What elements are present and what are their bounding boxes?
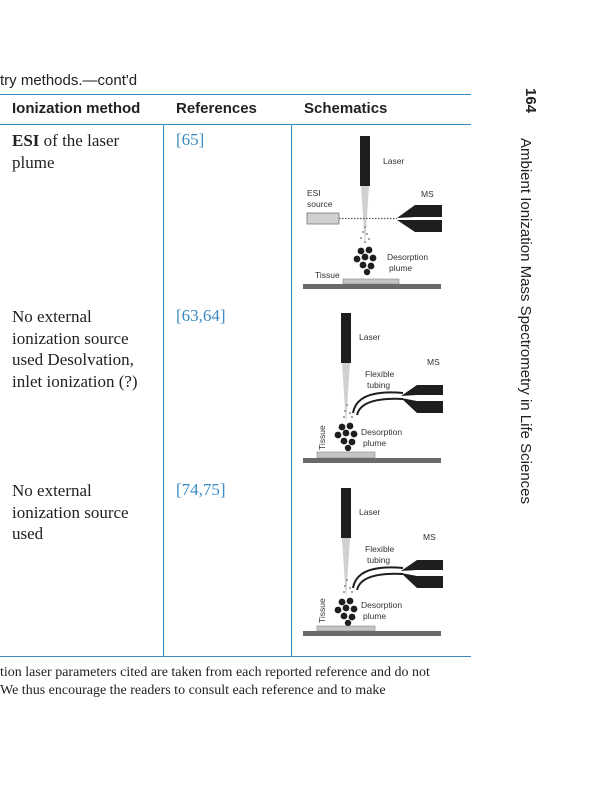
plume-droplets [334,422,358,452]
tubing-label-line2: tubing [367,380,390,390]
laser-head [341,488,351,538]
tubing-label-line1: Flexible [365,544,395,554]
sample-stage [303,284,441,289]
plume-particles [360,226,370,243]
ms-inlet-lower [397,220,442,232]
row3-reference-link[interactable]: [74,75] [176,480,226,499]
tissue-label: Tissue [317,598,327,623]
row2-reference-link[interactable]: [63,64] [176,306,226,325]
row3-method-line: No external [12,481,92,500]
tissue-label: Tissue [317,425,327,450]
desorption-label-line1: Desorption [361,600,402,610]
plume-particles [343,404,353,418]
ms-label: MS [421,189,434,199]
laser-beam [342,363,350,425]
flexible-tubing-inner [356,397,404,416]
ms-inlet-upper [397,205,442,218]
tissue-label: Tissue [315,270,340,280]
desorption-label-line2: plume [389,263,412,273]
esi-label-line2: source [307,199,333,209]
ms-label: MS [423,532,436,542]
laser-label: Laser [383,156,404,166]
header-ionization-method: Ionization method [12,100,141,117]
desorption-label-line2: plume [363,611,386,621]
table-header-rule [0,124,471,125]
plume-particles [343,579,353,593]
row1-method-line2: plume [12,152,55,172]
tubing-label-line2: tubing [367,555,390,565]
row1-method-bold: ESI [12,131,40,150]
row1-method: ESI of the laser plume [12,130,119,173]
row1-reference-link[interactable]: [65] [176,130,205,149]
row2-method: No external ionization source used Desol… [12,306,138,392]
running-head: Ambient Ionization Mass Spectrometry in … [517,138,534,504]
tissue-sample [316,625,376,632]
flexible-tubing-inner [356,572,404,591]
laser-beam [361,186,369,246]
plume-droplets [334,597,358,627]
schematic-no-external-source: Laser Flexible tubing MS Desorption plum… [303,488,443,636]
ms-inlet-lower [401,573,443,588]
ms-inlet-lower [401,398,443,413]
row2-method-line: inlet ionization (?) [12,371,138,391]
page-number: 164 [522,88,539,114]
laser-head [341,313,351,363]
plume-droplets [353,246,377,276]
laser-label: Laser [359,332,380,342]
schematic-inlet-ionization: Laser Flexible tubing MS Desorption plum… [303,313,443,463]
row3-method-line: ionization source [12,502,129,522]
tissue-sample [316,451,376,459]
flexible-tubing-outer [352,566,404,589]
tissue-sample [342,278,400,285]
desorption-label-line2: plume [363,438,386,448]
ms-inlet-upper [401,560,443,571]
row3-method: No external ionization source used [12,480,129,545]
sample-stage [303,458,441,463]
row3-method-line: used [12,524,44,543]
footnote-line-1: tion laser parameters cited are taken fr… [0,665,430,680]
table-caption: try methods.—cont'd [0,72,138,89]
row2-method-line: ionization source [12,328,129,348]
ms-label: MS [427,357,440,367]
laser-beam [342,538,350,600]
row2-method-line: used Desolvation, [12,350,134,369]
header-schematics: Schematics [304,100,388,117]
laser-label: Laser [359,507,380,517]
header-references: References [176,100,257,117]
esi-source-capillary [306,212,340,225]
table-bottom-rule [0,656,471,657]
esi-label-line1: ESI [307,188,321,198]
column-divider-1 [163,124,164,656]
table-top-rule [0,94,471,95]
desorption-label-line1: Desorption [361,427,402,437]
column-divider-2 [291,124,292,656]
row1-method-rest: of the laser [39,131,120,150]
flexible-tubing-outer [352,391,404,414]
sample-stage [303,631,441,636]
ms-inlet-upper [401,385,443,396]
tubing-label-line1: Flexible [365,369,395,379]
row2-method-line: No external [12,307,92,326]
desorption-label-line1: Desorption [387,252,428,262]
laser-head [360,136,370,186]
schematic-esi-laser-plume: Laser ESI source MS Desorption plume Tis… [303,136,442,289]
footnote-line-2: We thus encourage the readers to consult… [0,683,386,698]
